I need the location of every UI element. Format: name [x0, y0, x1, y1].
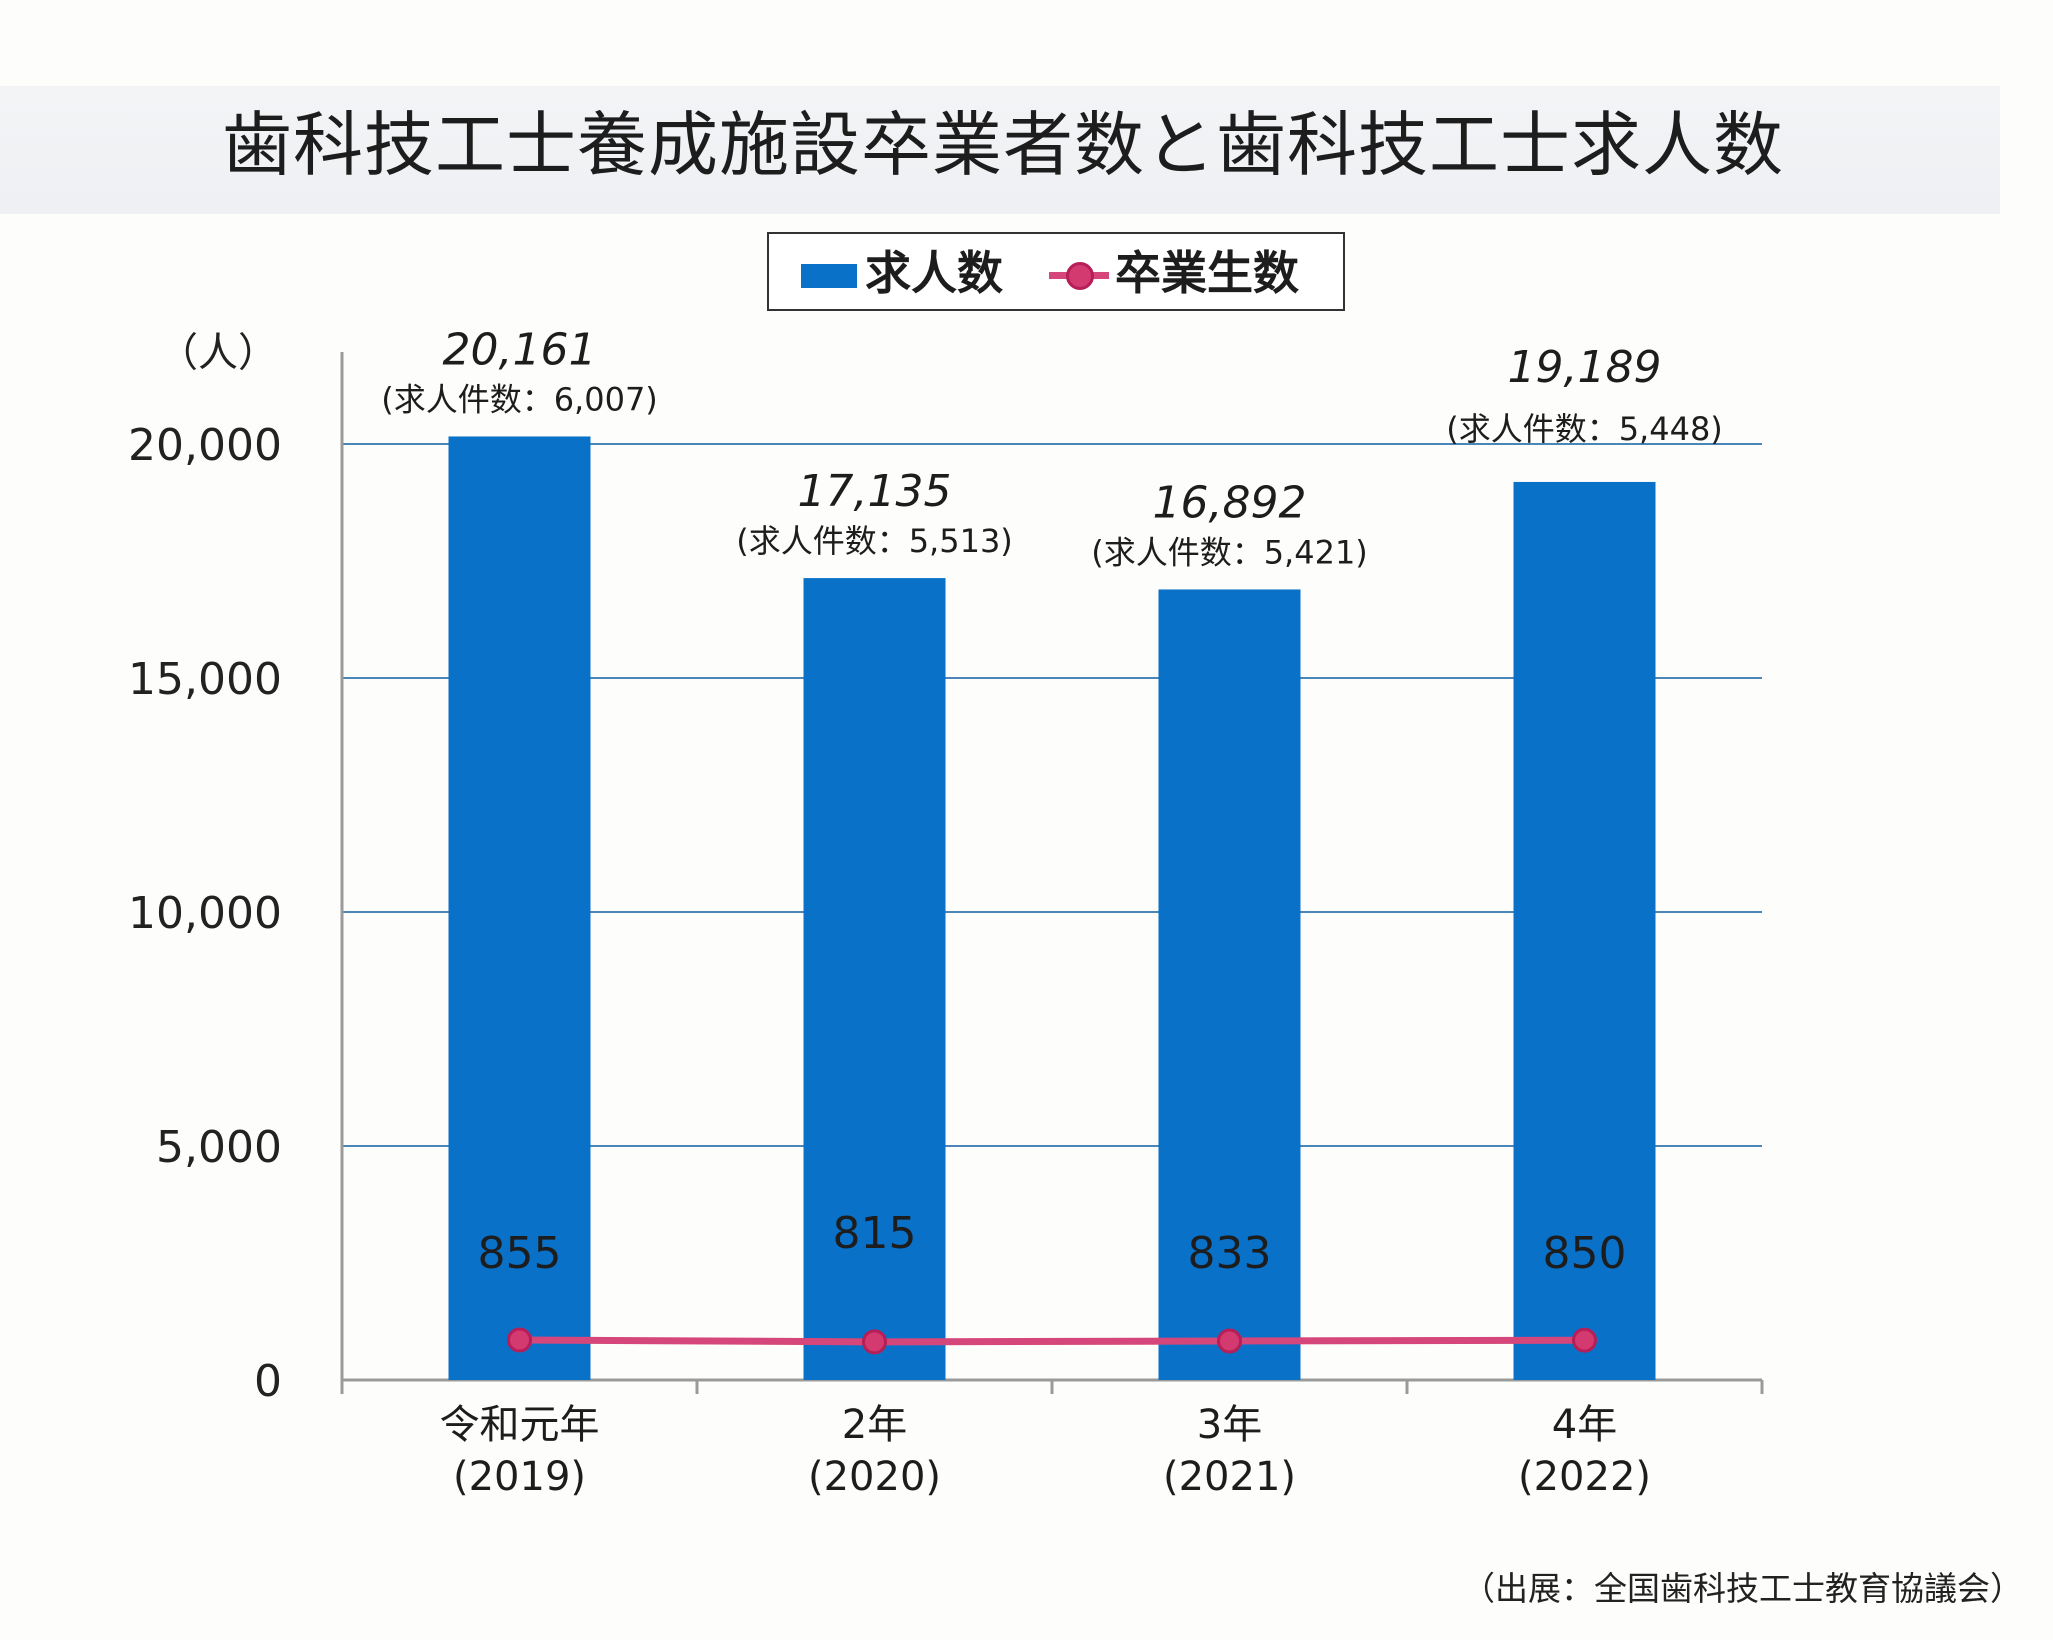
bar-sublabel: (求人件数：5,448): [1446, 410, 1723, 448]
x-tick-label: 令和元年: [440, 1402, 600, 1448]
line-value-label: 850: [1543, 1228, 1627, 1279]
bar: [1513, 481, 1656, 1380]
y-tick-label: 10,000: [128, 888, 282, 939]
x-tick-sublabel: (2019): [453, 1454, 586, 1500]
line-marker: [1217, 1328, 1242, 1354]
x-tick-label: 3年: [1197, 1402, 1262, 1448]
bar: [448, 436, 591, 1380]
bar-value-label: 19,189: [1508, 342, 1662, 393]
x-tick-sublabel: (2020): [808, 1454, 941, 1500]
line-value-label: 815: [833, 1208, 917, 1259]
line-series: [519, 1336, 1585, 1346]
legend-label-line: 卒業生数: [1115, 246, 1299, 300]
legend-bar-swatch: [801, 264, 857, 288]
line-marker: [507, 1327, 532, 1353]
x-tick-sublabel: (2021): [1163, 1454, 1296, 1500]
x-tick-label: 2年: [842, 1402, 907, 1448]
legend: 求人数 卒業生数: [767, 232, 1345, 311]
source-note: （出展：全国歯科技工士教育協議会）: [1462, 1569, 2023, 1608]
line-marker: [862, 1329, 887, 1355]
bar-value-label: 17,135: [798, 466, 952, 517]
title-band: [0, 86, 2000, 214]
y-tick-label: 20,000: [128, 420, 282, 471]
bar-value-label: 20,161: [443, 324, 597, 375]
line-value-label: 833: [1188, 1228, 1272, 1279]
y-tick-label: 5,000: [156, 1122, 282, 1173]
y-tick-label: 0: [254, 1356, 282, 1407]
y-tick-label: 15,000: [128, 654, 282, 705]
bar: [1158, 589, 1301, 1380]
legend-marker-swatch: [1066, 262, 1094, 290]
chart-title: 歯科技工士養成施設卒業者数と歯科技工士求人数: [222, 104, 1784, 186]
x-tick-sublabel: (2022): [1518, 1454, 1651, 1500]
bar: [803, 578, 946, 1380]
bar-sublabel: (求人件数：6,007): [381, 380, 658, 418]
y-axis-unit-label: （人）: [158, 330, 278, 376]
legend-label-bar: 求人数: [865, 246, 1003, 300]
x-tick-label: 4年: [1552, 1402, 1617, 1448]
line-value-label: 855: [478, 1228, 562, 1279]
bar-sublabel: (求人件数：5,421): [1091, 533, 1368, 571]
line-marker: [1572, 1327, 1597, 1353]
bar-value-label: 16,892: [1153, 477, 1307, 528]
bar-sublabel: (求人件数：5,513): [736, 522, 1013, 560]
